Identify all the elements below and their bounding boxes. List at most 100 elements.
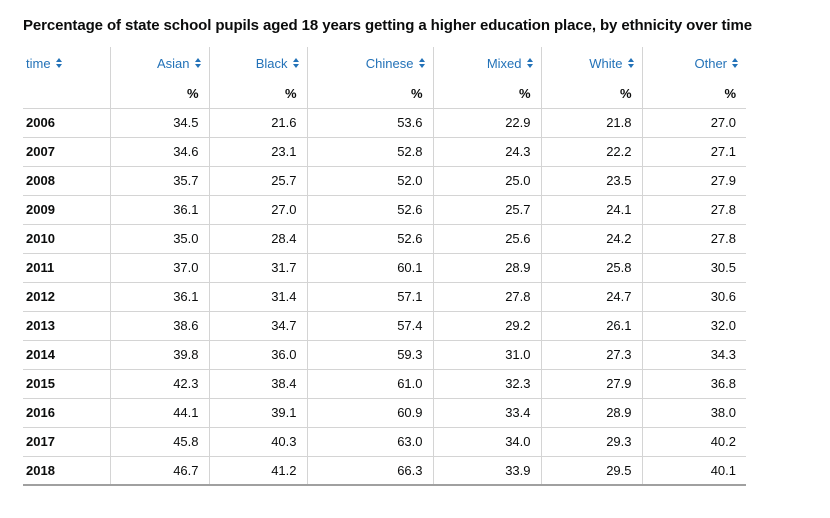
data-cell: 25.6 bbox=[432, 224, 541, 253]
data-cell: 34.5 bbox=[109, 108, 209, 137]
table-row: 2011 37.0 31.7 60.1 28.9 25.8 30.5 bbox=[23, 253, 746, 282]
data-cell: 24.1 bbox=[540, 195, 642, 224]
data-cell: 46.7 bbox=[109, 456, 209, 485]
data-cell: 35.7 bbox=[109, 166, 209, 195]
table-row: 2017 45.8 40.3 63.0 34.0 29.3 40.2 bbox=[23, 427, 746, 456]
column-header-content: White bbox=[589, 56, 634, 71]
data-cell: 38.4 bbox=[208, 369, 307, 398]
sort-arrows-icon bbox=[627, 58, 634, 68]
unit-cell: % bbox=[540, 79, 642, 108]
data-cell: 23.5 bbox=[540, 166, 642, 195]
row-header-year: 2014 bbox=[26, 347, 55, 362]
column-header-time[interactable]: time bbox=[23, 47, 110, 79]
data-cell: 35.0 bbox=[109, 224, 209, 253]
data-cell: 23.1 bbox=[208, 137, 307, 166]
data-cell: 29.3 bbox=[540, 427, 642, 456]
data-cell: 42.3 bbox=[109, 369, 209, 398]
data-cell: 24.7 bbox=[540, 282, 642, 311]
column-header-label: Other bbox=[694, 55, 727, 71]
row-header-year: 2011 bbox=[26, 260, 55, 275]
data-cell: 25.8 bbox=[540, 253, 642, 282]
data-cell: 27.1 bbox=[641, 137, 746, 166]
column-header-label: Asian bbox=[156, 55, 190, 71]
data-cell: 52.6 bbox=[306, 224, 433, 253]
unit-cell-empty bbox=[23, 79, 110, 108]
data-cell: 31.4 bbox=[208, 282, 307, 311]
column-header-label: Chinese bbox=[365, 55, 414, 71]
table-row: 2012 36.1 31.4 57.1 27.8 24.7 30.6 bbox=[23, 282, 746, 311]
data-cell: 40.1 bbox=[641, 456, 746, 485]
column-header-asian[interactable]: Asian bbox=[109, 47, 209, 79]
column-header-mixed[interactable]: Mixed bbox=[432, 47, 541, 79]
data-cell: 41.2 bbox=[208, 456, 307, 485]
data-cell: 27.9 bbox=[641, 166, 746, 195]
column-header-white[interactable]: White bbox=[540, 47, 642, 79]
data-cell: 59.3 bbox=[306, 340, 433, 369]
data-cell: 27.8 bbox=[641, 224, 746, 253]
page: Percentage of state school pupils aged 1… bbox=[0, 16, 830, 518]
data-cell: 36.1 bbox=[109, 195, 209, 224]
data-cell: 31.0 bbox=[432, 340, 541, 369]
data-cell: 30.5 bbox=[641, 253, 746, 282]
data-cell: 27.9 bbox=[540, 369, 642, 398]
row-header-year: 2016 bbox=[26, 405, 55, 420]
data-cell: 29.5 bbox=[540, 456, 642, 485]
data-cell: 32.3 bbox=[432, 369, 541, 398]
data-cell: 27.8 bbox=[641, 195, 746, 224]
sort-arrows-icon bbox=[526, 58, 533, 68]
row-header-year: 2018 bbox=[26, 462, 55, 478]
table-row: 2006 34.5 21.6 53.6 22.9 21.8 27.0 bbox=[23, 108, 746, 137]
data-cell: 28.9 bbox=[540, 398, 642, 427]
column-header-black[interactable]: Black bbox=[208, 47, 307, 79]
data-cell: 32.0 bbox=[641, 311, 746, 340]
data-cell: 24.3 bbox=[432, 137, 541, 166]
data-cell: 26.1 bbox=[540, 311, 642, 340]
data-cell: 25.7 bbox=[208, 166, 307, 195]
data-cell: 30.6 bbox=[641, 282, 746, 311]
data-cell: 27.0 bbox=[208, 195, 307, 224]
data-cell: 33.4 bbox=[432, 398, 541, 427]
data-cell: 27.0 bbox=[641, 108, 746, 137]
row-header-year: 2010 bbox=[26, 231, 55, 246]
data-cell: 21.6 bbox=[208, 108, 307, 137]
data-cell: 34.6 bbox=[109, 137, 209, 166]
data-cell: 29.2 bbox=[432, 311, 541, 340]
data-cell: 33.9 bbox=[432, 456, 541, 485]
row-header-year: 2013 bbox=[26, 318, 55, 333]
data-cell: 57.4 bbox=[306, 311, 433, 340]
column-header-label: time bbox=[26, 55, 51, 71]
data-cell: 60.9 bbox=[306, 398, 433, 427]
data-cell: 25.7 bbox=[432, 195, 541, 224]
table-row: 2016 44.1 39.1 60.9 33.4 28.9 38.0 bbox=[23, 398, 746, 427]
data-cell: 22.9 bbox=[432, 108, 541, 137]
unit-cell: % bbox=[432, 79, 541, 108]
row-header-year: 2009 bbox=[26, 202, 55, 217]
column-header-other[interactable]: Other bbox=[641, 47, 746, 79]
row-header-year: 2006 bbox=[26, 115, 55, 130]
data-cell: 45.8 bbox=[109, 427, 209, 456]
row-header-year: 2008 bbox=[26, 173, 55, 188]
data-cell: 36.0 bbox=[208, 340, 307, 369]
data-cell: 25.0 bbox=[432, 166, 541, 195]
data-cell: 37.0 bbox=[109, 253, 209, 282]
sort-arrows-icon bbox=[418, 58, 425, 68]
table-title: Percentage of state school pupils aged 1… bbox=[23, 17, 752, 34]
ethnicity-he-table: time Asian Black Chinese Mixed White Other %%%… bbox=[23, 47, 746, 486]
data-cell: 40.3 bbox=[208, 427, 307, 456]
column-header-content: Other bbox=[694, 56, 738, 71]
column-header-chinese[interactable]: Chinese bbox=[306, 47, 433, 79]
data-cell: 34.3 bbox=[641, 340, 746, 369]
data-cell: 21.8 bbox=[540, 108, 642, 137]
data-cell: 36.8 bbox=[641, 369, 746, 398]
data-cell: 39.1 bbox=[208, 398, 307, 427]
unit-header-row: %%%%%% bbox=[23, 79, 746, 108]
data-cell: 22.2 bbox=[540, 137, 642, 166]
data-cell: 44.1 bbox=[109, 398, 209, 427]
data-cell: 28.9 bbox=[432, 253, 541, 282]
sort-arrows-icon bbox=[292, 58, 299, 68]
column-header-content: Black bbox=[256, 56, 299, 71]
unit-cell: % bbox=[306, 79, 433, 108]
table-row: 2010 35.0 28.4 52.6 25.6 24.2 27.8 bbox=[23, 224, 746, 253]
column-header-content: time bbox=[26, 56, 62, 71]
sort-arrows-icon bbox=[194, 58, 201, 68]
